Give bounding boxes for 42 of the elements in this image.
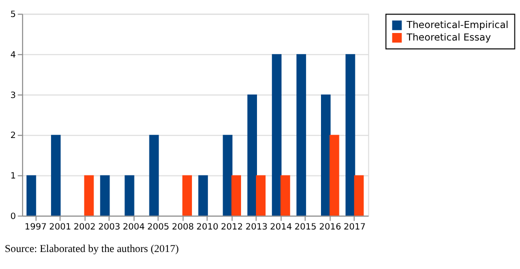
bar — [198, 175, 208, 216]
y-tick-label: 3 — [10, 90, 16, 101]
bar — [330, 134, 340, 216]
bar — [26, 175, 36, 216]
bar — [320, 94, 331, 216]
bar — [124, 175, 134, 216]
x-tick-label: 2013 — [245, 222, 268, 233]
bar — [100, 175, 110, 216]
legend-label: Theoretical Essay — [406, 32, 492, 44]
y-tick-label: 1 — [10, 172, 16, 182]
bar — [346, 54, 356, 216]
y-tick-label: 0 — [10, 212, 16, 222]
x-tick-label: 2010 — [196, 222, 218, 233]
x-tick-label: 1997 — [24, 222, 47, 233]
x-tick-label: 2012 — [220, 222, 243, 233]
bar — [149, 134, 159, 216]
bar — [84, 175, 94, 216]
x-tick-label: 2002 — [74, 222, 96, 233]
x-tick-label: 2008 — [172, 222, 194, 233]
bar — [280, 175, 290, 216]
x-tick-label: 2017 — [344, 222, 366, 233]
source-note: Source: Elaborated by the authors (2017) — [4, 244, 180, 256]
bar — [296, 54, 306, 216]
bar — [272, 54, 282, 216]
y-tick-label: 5 — [10, 10, 16, 20]
bar — [51, 134, 61, 216]
x-tick-label: 2014 — [270, 222, 293, 233]
x-tick-label: 2016 — [319, 222, 342, 233]
bar — [354, 175, 364, 216]
x-tick-label: 2003 — [98, 222, 120, 233]
bar — [222, 134, 232, 216]
bar — [231, 175, 242, 216]
x-tick-label: 2005 — [147, 222, 170, 233]
y-tick-label: 2 — [10, 131, 16, 142]
x-tick-label: 2015 — [294, 222, 317, 233]
bar — [256, 175, 266, 216]
x-tick-label: 2001 — [49, 222, 72, 233]
x-tick-label: 2004 — [122, 222, 146, 233]
bar — [247, 94, 257, 216]
legend-label: Theoretical-Empirical — [406, 20, 508, 32]
y-tick-label: 4 — [10, 50, 16, 61]
bar — [182, 175, 192, 216]
